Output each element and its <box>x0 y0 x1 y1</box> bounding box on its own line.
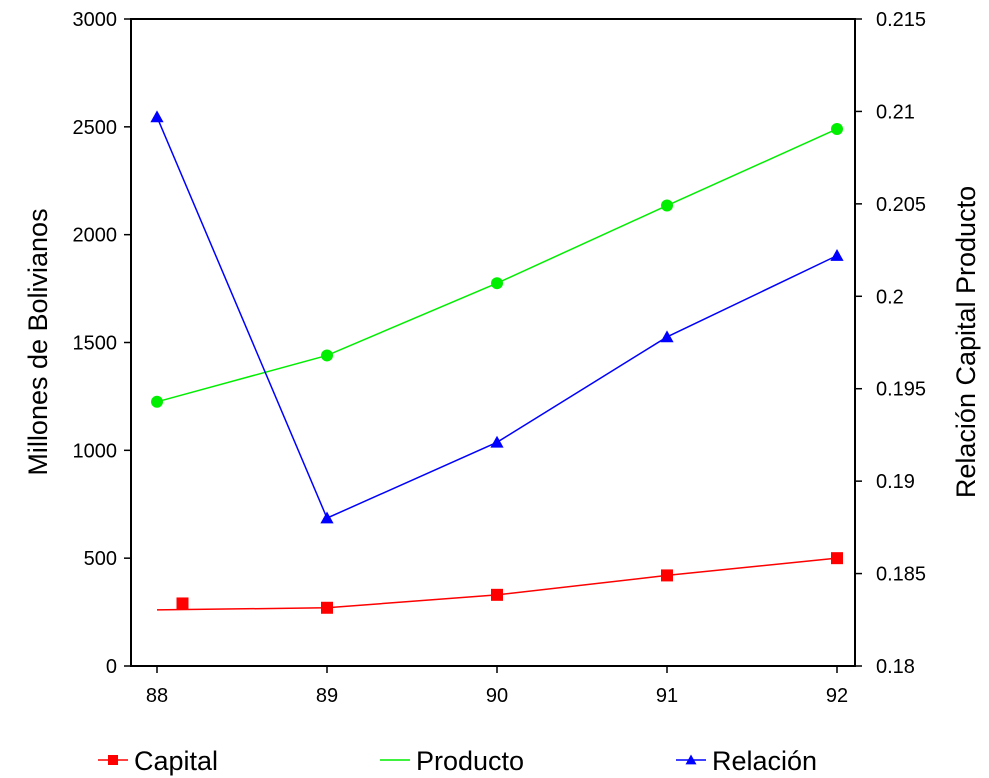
x-tick-label: 90 <box>486 685 508 707</box>
series-layer <box>150 110 844 614</box>
data-point-capital <box>176 597 189 610</box>
data-point-relación <box>490 435 504 448</box>
legend-marker-capital <box>108 755 118 765</box>
data-point-relación <box>660 330 674 343</box>
y-right-tick-label: 0.2 <box>876 286 904 308</box>
data-point-producto <box>321 349 333 362</box>
data-point-relación <box>320 511 334 524</box>
legend-label: Relación <box>712 746 817 776</box>
y-tick-label: 3000 <box>73 9 118 31</box>
x-tick-label: 88 <box>146 685 168 707</box>
x-axis: 88 89 90 91 92 <box>146 666 848 707</box>
legend: Capital Producto Relación <box>98 746 817 776</box>
y-tick-label: 2000 <box>73 225 118 247</box>
series-line-relación <box>156 116 838 520</box>
y-tick-label: 1000 <box>73 440 118 462</box>
data-point-producto <box>831 122 843 135</box>
data-point-producto <box>661 199 673 212</box>
x-tick-label: 89 <box>316 685 338 707</box>
series-line-capital <box>156 557 838 611</box>
series-line-producto <box>156 128 838 403</box>
data-point-capital <box>831 552 843 565</box>
legend-label: Capital <box>134 746 218 776</box>
y-tick-label: 500 <box>84 548 117 570</box>
left-axis: 0 500 1000 1500 2000 2500 3000 <box>73 9 131 678</box>
data-point-producto <box>491 277 503 290</box>
y-right-tick-label: 0.215 <box>876 9 926 31</box>
legend-marker-relación <box>685 754 697 765</box>
data-point-capital <box>661 569 673 582</box>
y-tick-label: 2500 <box>73 117 118 139</box>
data-point-capital <box>491 588 503 601</box>
y-right-tick-label: 0.185 <box>876 564 926 586</box>
y-axis-right-title: Relación Capital Producto <box>951 186 981 498</box>
plot-frame <box>130 18 856 667</box>
y-right-tick-label: 0.195 <box>876 379 926 401</box>
y-tick-label: 0 <box>106 656 117 678</box>
data-point-producto <box>151 395 163 408</box>
data-point-capital <box>321 601 333 614</box>
y-right-tick-label: 0.205 <box>876 194 926 216</box>
right-axis: 0.18 0.185 0.19 0.195 0.2 0.205 0.21 0.215 <box>855 9 926 678</box>
x-tick-label: 91 <box>656 685 678 707</box>
data-point-relación <box>830 249 844 261</box>
y-right-tick-label: 0.19 <box>876 471 915 493</box>
x-tick-label: 92 <box>826 685 848 707</box>
y-right-tick-label: 0.18 <box>876 656 915 678</box>
y-axis-title: Millones de Bolivianos <box>23 208 53 475</box>
data-point-relación <box>150 110 164 123</box>
legend-label: Producto <box>416 746 524 776</box>
y-tick-label: 1500 <box>73 333 118 355</box>
y-right-tick-label: 0.21 <box>876 101 915 123</box>
